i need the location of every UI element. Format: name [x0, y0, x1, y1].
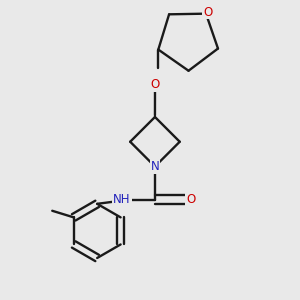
Text: NH: NH	[113, 193, 131, 206]
Text: O: O	[203, 5, 212, 19]
Text: O: O	[186, 193, 195, 206]
Text: N: N	[151, 160, 159, 173]
Text: O: O	[150, 78, 160, 91]
